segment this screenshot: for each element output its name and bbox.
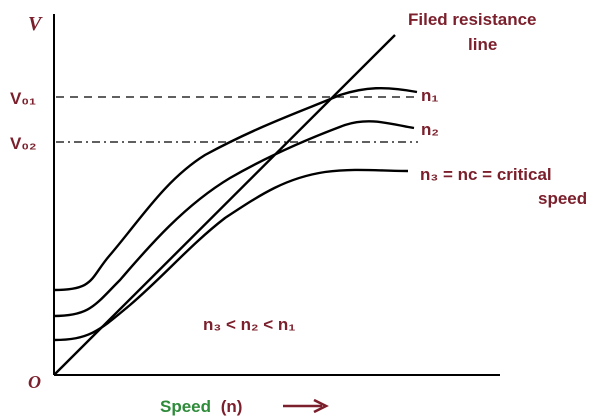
right-arrow-icon <box>283 398 329 414</box>
n1-label: n₁ <box>421 86 438 105</box>
n3-critical-label: n₃ = nᴄ = critical <box>420 165 552 184</box>
x-axis-symbol: (n) <box>221 397 243 416</box>
curve-n3 <box>53 168 409 342</box>
v01-label: V₀₁ <box>10 89 36 108</box>
curve-n1 <box>53 86 418 292</box>
v02-label: V₀₂ <box>10 134 37 153</box>
speed-relation-label: n₃ < n₂ < n₁ <box>203 315 295 334</box>
y-axis-label: V <box>28 13 43 35</box>
critical-speed-label: speed <box>538 189 587 208</box>
origin-label: O <box>28 372 41 392</box>
field-resistance-label-line1: Filed resistance <box>408 10 537 29</box>
field-resistance-label-line2: line <box>468 35 497 54</box>
x-axis-word: Speed <box>160 397 211 416</box>
curve-n2 <box>53 120 415 318</box>
x-axis-title: Speed (n) <box>160 397 242 416</box>
n2-label: n₂ <box>421 120 439 139</box>
field-resistance-line <box>53 34 396 376</box>
